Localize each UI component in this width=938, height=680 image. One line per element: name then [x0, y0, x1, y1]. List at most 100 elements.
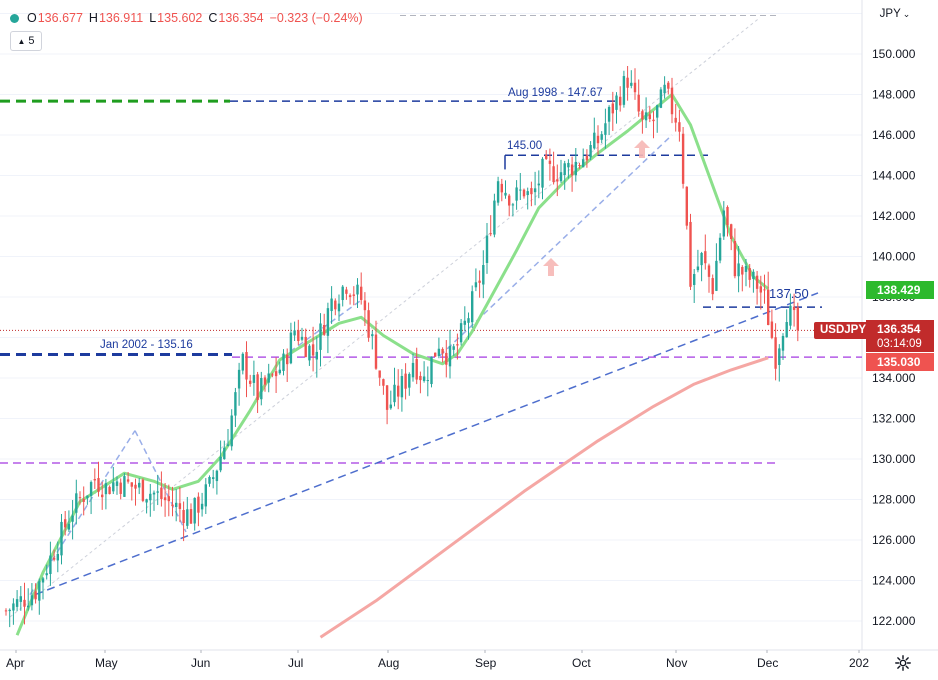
candle-body [163, 497, 167, 501]
price-tick-label: 146.000 [872, 128, 916, 142]
candle-body [633, 82, 637, 93]
price-tick-label: 150.000 [872, 47, 916, 61]
sma-long-line [319, 356, 769, 639]
candle-body [737, 263, 740, 277]
candle-body [56, 553, 59, 561]
candle-body [600, 134, 603, 140]
candle-body [60, 521, 63, 556]
candle-body [485, 235, 489, 264]
price-tick-label: 140.000 [872, 250, 916, 264]
candle-body [93, 479, 96, 481]
candle-body [704, 251, 707, 264]
candle-body [186, 509, 189, 526]
candle-body [212, 477, 215, 479]
time-axis[interactable]: Apr May Jun Jul Aug Sep Oct Nov Dec 202 [6, 650, 869, 670]
symbol-label: USDJPY [814, 322, 873, 339]
candle-body [19, 596, 22, 602]
gear-icon[interactable] [894, 654, 912, 672]
candle-body [141, 479, 145, 501]
candle-body [175, 502, 178, 508]
candle-body [667, 82, 670, 89]
candle-body [767, 289, 770, 326]
candle-body [260, 377, 263, 400]
candle-body [515, 187, 518, 201]
candle-body [115, 481, 119, 486]
candle-body [471, 291, 474, 323]
candle-body [574, 161, 577, 176]
candle-body [619, 96, 622, 106]
candle-body [167, 496, 170, 502]
candle-body [778, 348, 781, 365]
candle-body [552, 166, 555, 183]
candle-body [215, 470, 219, 482]
candle-body [596, 135, 600, 144]
candle-body [607, 106, 611, 122]
low-value: 135.602 [157, 11, 203, 25]
candle-body [256, 374, 259, 401]
candle-body [393, 384, 396, 403]
candle-body [452, 346, 455, 350]
candle-body [282, 353, 285, 371]
candle-body [189, 509, 193, 524]
candle-body [345, 289, 348, 294]
candle-body [770, 321, 774, 338]
candle-body [641, 111, 644, 120]
candle-body [208, 476, 211, 484]
open-value: 136.677 [37, 11, 83, 25]
candle-body [785, 322, 788, 338]
candle-body [156, 491, 159, 493]
price-tick-label: 130.000 [872, 452, 916, 466]
candle-body [559, 172, 563, 182]
candle-body [733, 240, 737, 277]
candle-body [252, 375, 256, 383]
candle-body [385, 385, 389, 410]
ma-value-badge: 138.429 [866, 281, 934, 299]
close-value: 136.354 [218, 11, 264, 25]
up-arrow-september [543, 258, 559, 276]
candle-body [526, 191, 529, 196]
candle-body [533, 188, 537, 193]
candle-body [145, 499, 148, 503]
candle-body [323, 325, 326, 335]
label-1375: 137.50 [769, 286, 809, 301]
candle-body [422, 376, 426, 381]
candle-body [15, 599, 19, 607]
candle-body [308, 345, 311, 361]
candle-body [297, 330, 300, 342]
candle-body [356, 284, 359, 295]
candle-body [30, 595, 34, 606]
candle-body [689, 221, 692, 287]
up-arrow-october [634, 140, 650, 158]
candle-body [622, 76, 626, 105]
indicators-toggle-button[interactable]: ▲ 5 [10, 31, 42, 51]
candle-body [796, 307, 799, 331]
candle-body [341, 286, 344, 301]
candle-body [330, 298, 333, 312]
currency-selector[interactable]: JPY ⌄ [876, 5, 914, 23]
arrow-markers [543, 140, 650, 276]
price-tick-label: 122.000 [872, 614, 916, 628]
indicator-count: 5 [28, 35, 35, 47]
candle-body [278, 369, 281, 374]
candle-body [367, 310, 370, 338]
label-aug1998: Aug 1998 - 147.67 [508, 87, 603, 99]
horizontal-levels [0, 15, 862, 464]
candle-body [748, 268, 751, 280]
candle-body [230, 415, 233, 447]
candle-body [707, 265, 711, 277]
candle-body [437, 348, 441, 357]
candle-body [86, 495, 89, 499]
candle-body [382, 379, 385, 386]
chevron-down-icon: ⌄ [902, 8, 911, 19]
candle-body [648, 114, 651, 119]
candle-body [337, 303, 341, 312]
candle-body [537, 183, 540, 186]
candle-body [311, 344, 315, 356]
candle-body [496, 181, 500, 203]
price-axis[interactable]: 150.000 148.000 146.000 144.000 142.000 140.0… [872, 47, 916, 628]
candle-body [219, 456, 222, 471]
candle-body [563, 163, 566, 175]
candle-body [126, 479, 130, 482]
candle-body [674, 117, 677, 123]
